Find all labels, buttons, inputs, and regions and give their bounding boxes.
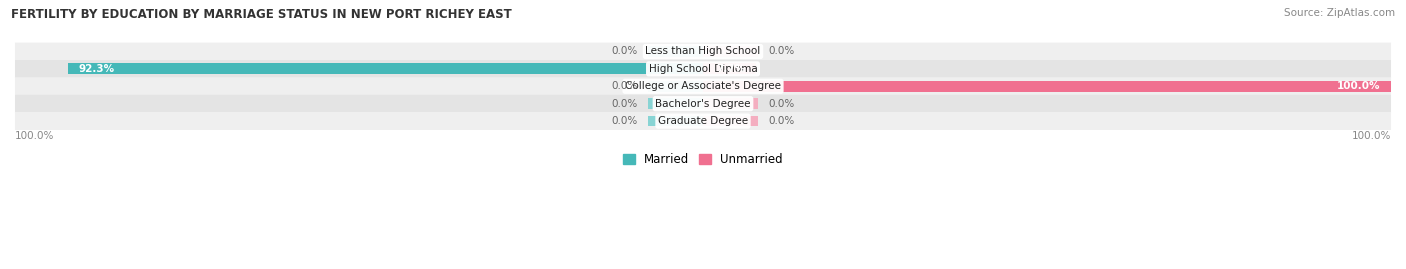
Text: Less than High School: Less than High School	[645, 47, 761, 56]
Legend: Married, Unmarried: Married, Unmarried	[619, 148, 787, 171]
Bar	[703, 81, 1391, 92]
Text: 100.0%: 100.0%	[1337, 81, 1381, 91]
Bar	[648, 81, 703, 92]
FancyBboxPatch shape	[15, 112, 1391, 130]
Text: Bachelor's Degree: Bachelor's Degree	[655, 99, 751, 109]
Text: 0.0%: 0.0%	[768, 47, 794, 56]
Text: 0.0%: 0.0%	[612, 81, 638, 91]
Bar	[703, 98, 758, 109]
Text: Source: ZipAtlas.com: Source: ZipAtlas.com	[1284, 8, 1395, 18]
Text: 0.0%: 0.0%	[612, 47, 638, 56]
Text: 7.7%: 7.7%	[717, 64, 745, 74]
Text: 0.0%: 0.0%	[612, 99, 638, 109]
FancyBboxPatch shape	[15, 95, 1391, 112]
Text: High School Diploma: High School Diploma	[648, 64, 758, 74]
Text: 0.0%: 0.0%	[768, 99, 794, 109]
Bar	[648, 46, 703, 57]
Text: 92.3%: 92.3%	[79, 64, 114, 74]
Bar	[703, 63, 756, 74]
Text: 0.0%: 0.0%	[612, 116, 638, 126]
Bar	[67, 63, 703, 74]
Bar	[648, 98, 703, 109]
FancyBboxPatch shape	[15, 60, 1391, 78]
Text: 100.0%: 100.0%	[15, 131, 55, 141]
FancyBboxPatch shape	[15, 43, 1391, 60]
Bar	[703, 46, 758, 57]
Text: Graduate Degree: Graduate Degree	[658, 116, 748, 126]
Bar	[703, 116, 758, 126]
Text: FERTILITY BY EDUCATION BY MARRIAGE STATUS IN NEW PORT RICHEY EAST: FERTILITY BY EDUCATION BY MARRIAGE STATU…	[11, 8, 512, 21]
Text: College or Associate's Degree: College or Associate's Degree	[626, 81, 780, 91]
FancyBboxPatch shape	[15, 77, 1391, 95]
Bar	[648, 116, 703, 126]
Text: 100.0%: 100.0%	[1351, 131, 1391, 141]
Text: 0.0%: 0.0%	[768, 116, 794, 126]
